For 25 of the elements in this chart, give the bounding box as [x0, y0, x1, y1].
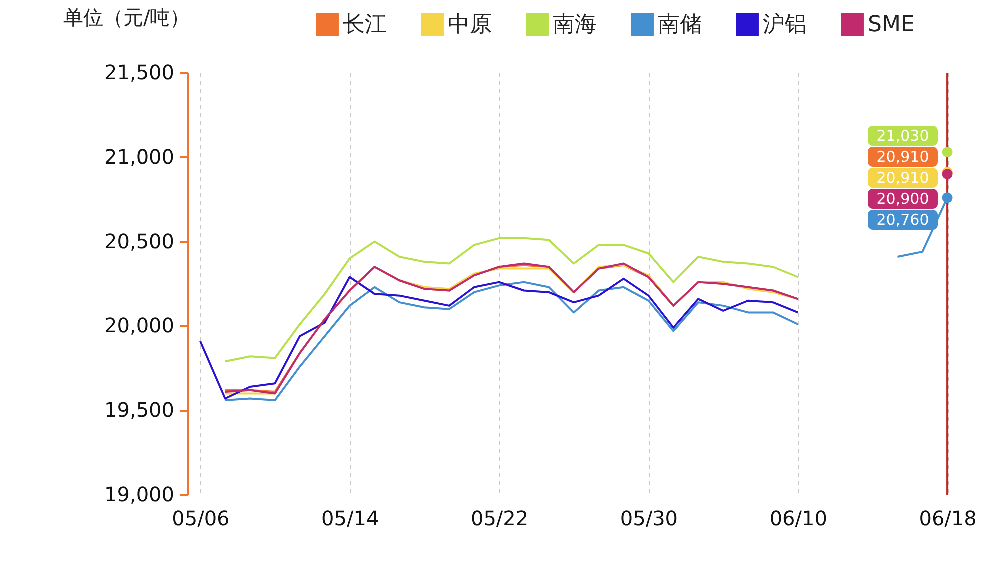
x-tick-label: 05/06 [172, 506, 230, 530]
x-tick-label: 06/18 [919, 506, 977, 530]
legend-label: 沪铝 [763, 12, 807, 38]
legend-label: 长江 [343, 12, 387, 38]
y-tick-label: 20,000 [104, 314, 174, 338]
y-tick-label: 19,000 [104, 482, 174, 506]
data-label: 21,030 [876, 127, 930, 145]
x-tick-label: 05/30 [620, 506, 678, 530]
x-tick-label: 05/14 [322, 506, 380, 530]
legend-label: 南海 [553, 12, 597, 38]
x-tick-label: 06/10 [770, 506, 828, 530]
y-tick-label: 19,500 [104, 398, 174, 422]
data-label: 20,760 [876, 211, 930, 229]
y-tick-label: 21,000 [104, 144, 174, 169]
line-series [199, 276, 800, 400]
legend-label: SME [868, 12, 915, 38]
data-label: 20,910 [876, 169, 930, 187]
y-axis-title: 单位（元/吨） [64, 6, 190, 30]
data-label: 20,910 [876, 148, 930, 166]
data-label: 20,900 [876, 190, 930, 208]
x-tick-label: 05/22 [470, 506, 529, 530]
legend-label: 南储 [658, 12, 702, 38]
y-tick-label: 20,500 [104, 229, 174, 254]
y-tick-label: 21,500 [104, 60, 174, 84]
legend-label: 中原 [448, 12, 492, 38]
